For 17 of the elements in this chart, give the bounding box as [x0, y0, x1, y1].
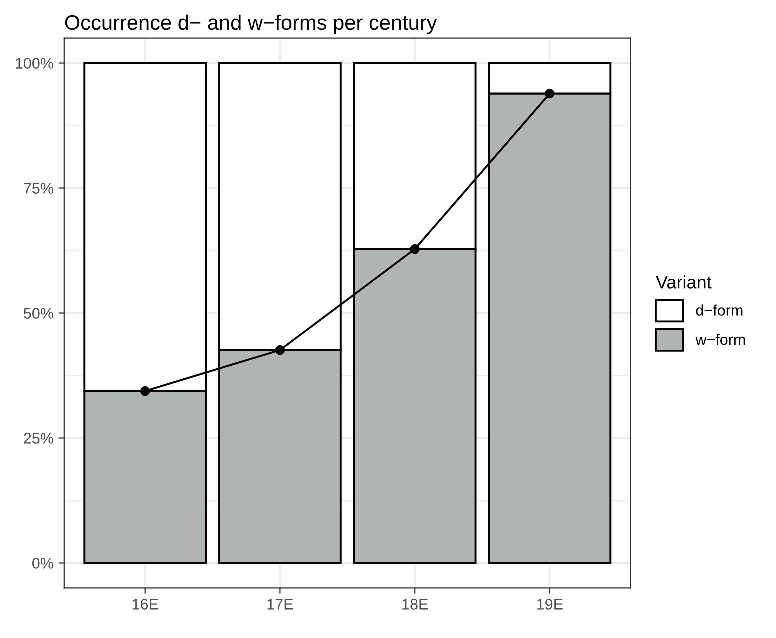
point — [545, 88, 555, 99]
chart-title: Occurrence d− and w−forms per century — [65, 14, 438, 34]
x-tick-label: 17E — [268, 599, 294, 610]
y-tick-label: 75% — [24, 183, 54, 194]
y-tick-label: 50% — [24, 308, 54, 319]
point — [140, 386, 150, 396]
point — [410, 244, 420, 254]
legend-title: Variant — [656, 276, 712, 289]
legend-label: d−form — [696, 304, 743, 316]
legend-label: w−form — [696, 334, 746, 346]
x-tick-label: 19E — [538, 599, 563, 610]
y-tick-label: 25% — [24, 433, 54, 444]
y-tick-label: 0% — [32, 558, 54, 569]
x-tick-label: 16E — [132, 599, 158, 610]
x-tick-label: 18E — [402, 599, 428, 610]
point — [275, 345, 286, 356]
y-tick-label: 100% — [16, 58, 54, 69]
